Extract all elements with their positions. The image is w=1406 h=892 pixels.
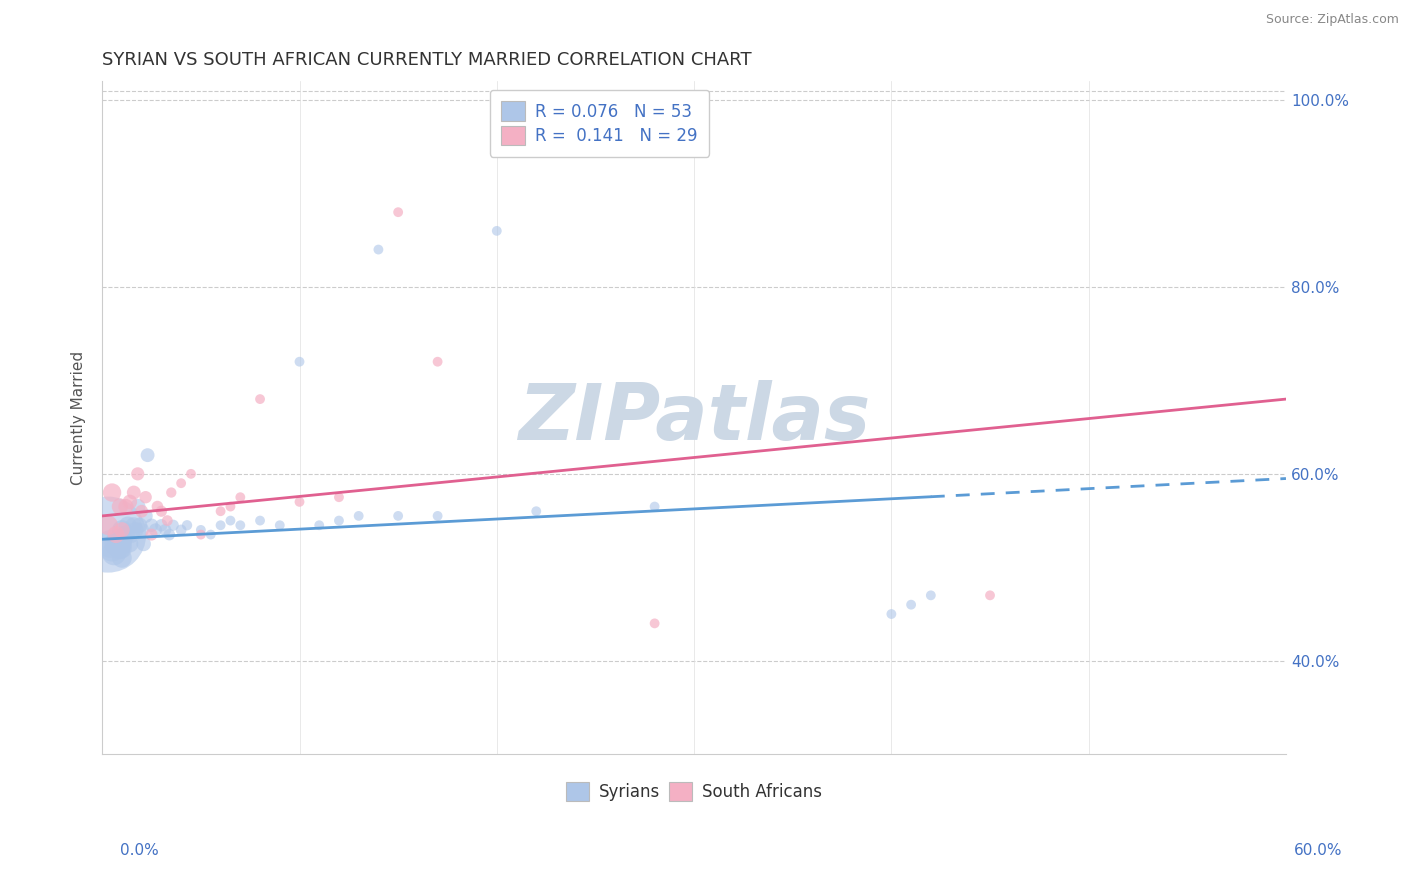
Legend: Syrians, South Africans: Syrians, South Africans bbox=[554, 771, 834, 814]
Point bbox=[122, 518, 145, 533]
Point bbox=[111, 537, 134, 551]
Point bbox=[101, 541, 124, 556]
Y-axis label: Currently Married: Currently Married bbox=[72, 351, 86, 485]
Point bbox=[157, 527, 180, 541]
Point bbox=[644, 616, 666, 631]
Point bbox=[328, 490, 350, 504]
Point bbox=[190, 527, 212, 541]
Point bbox=[190, 523, 212, 537]
Point bbox=[135, 508, 157, 523]
Point bbox=[118, 495, 141, 509]
Point bbox=[115, 527, 138, 541]
Point bbox=[105, 527, 128, 541]
Point bbox=[105, 537, 128, 551]
Point bbox=[229, 490, 252, 504]
Text: ZIPatlas: ZIPatlas bbox=[517, 380, 870, 456]
Point bbox=[117, 518, 139, 533]
Point bbox=[111, 533, 134, 547]
Point bbox=[170, 476, 193, 491]
Point bbox=[108, 500, 131, 514]
Point bbox=[155, 523, 177, 537]
Point bbox=[115, 500, 138, 514]
Point bbox=[136, 448, 159, 462]
Point bbox=[644, 500, 666, 514]
Text: Source: ZipAtlas.com: Source: ZipAtlas.com bbox=[1265, 13, 1399, 27]
Point bbox=[150, 504, 173, 518]
Point bbox=[97, 518, 120, 533]
Point bbox=[131, 523, 153, 537]
Point bbox=[135, 490, 157, 504]
Point bbox=[426, 508, 449, 523]
Point bbox=[111, 541, 134, 556]
Point bbox=[160, 485, 183, 500]
Point bbox=[524, 504, 547, 518]
Text: 60.0%: 60.0% bbox=[1295, 843, 1343, 858]
Point bbox=[387, 205, 409, 219]
Point bbox=[121, 527, 143, 541]
Point bbox=[170, 523, 193, 537]
Point bbox=[141, 518, 163, 533]
Point bbox=[132, 537, 155, 551]
Point bbox=[200, 527, 222, 541]
Point bbox=[176, 518, 198, 533]
Point bbox=[920, 588, 942, 602]
Point bbox=[101, 485, 124, 500]
Point bbox=[111, 533, 134, 547]
Point bbox=[127, 467, 149, 481]
Point bbox=[269, 518, 291, 533]
Point bbox=[219, 500, 242, 514]
Point bbox=[229, 518, 252, 533]
Point bbox=[347, 508, 370, 523]
Point bbox=[141, 527, 163, 541]
Point bbox=[107, 533, 129, 547]
Point bbox=[111, 523, 134, 537]
Point bbox=[108, 541, 131, 556]
Text: SYRIAN VS SOUTH AFRICAN CURRENTLY MARRIED CORRELATION CHART: SYRIAN VS SOUTH AFRICAN CURRENTLY MARRIE… bbox=[103, 51, 752, 69]
Point bbox=[162, 518, 184, 533]
Point bbox=[118, 537, 141, 551]
Point bbox=[122, 485, 145, 500]
Point bbox=[111, 551, 134, 566]
Point bbox=[219, 514, 242, 528]
Point bbox=[209, 504, 232, 518]
Point bbox=[328, 514, 350, 528]
Point bbox=[900, 598, 922, 612]
Point bbox=[131, 504, 153, 518]
Point bbox=[180, 467, 202, 481]
Point bbox=[426, 355, 449, 369]
Point bbox=[97, 527, 120, 541]
Point bbox=[98, 537, 121, 551]
Point bbox=[308, 518, 330, 533]
Point bbox=[128, 518, 150, 533]
Point bbox=[367, 243, 389, 257]
Point bbox=[146, 500, 169, 514]
Point bbox=[387, 508, 409, 523]
Point bbox=[485, 224, 508, 238]
Point bbox=[249, 514, 271, 528]
Point bbox=[288, 355, 311, 369]
Point bbox=[125, 523, 148, 537]
Point bbox=[209, 518, 232, 533]
Point bbox=[979, 588, 1001, 602]
Point bbox=[249, 392, 271, 406]
Point bbox=[127, 500, 149, 514]
Point bbox=[145, 523, 167, 537]
Point bbox=[111, 523, 134, 537]
Point bbox=[103, 546, 125, 560]
Point bbox=[156, 514, 179, 528]
Point bbox=[150, 518, 173, 533]
Point bbox=[880, 607, 903, 621]
Point bbox=[288, 495, 311, 509]
Text: 0.0%: 0.0% bbox=[120, 843, 159, 858]
